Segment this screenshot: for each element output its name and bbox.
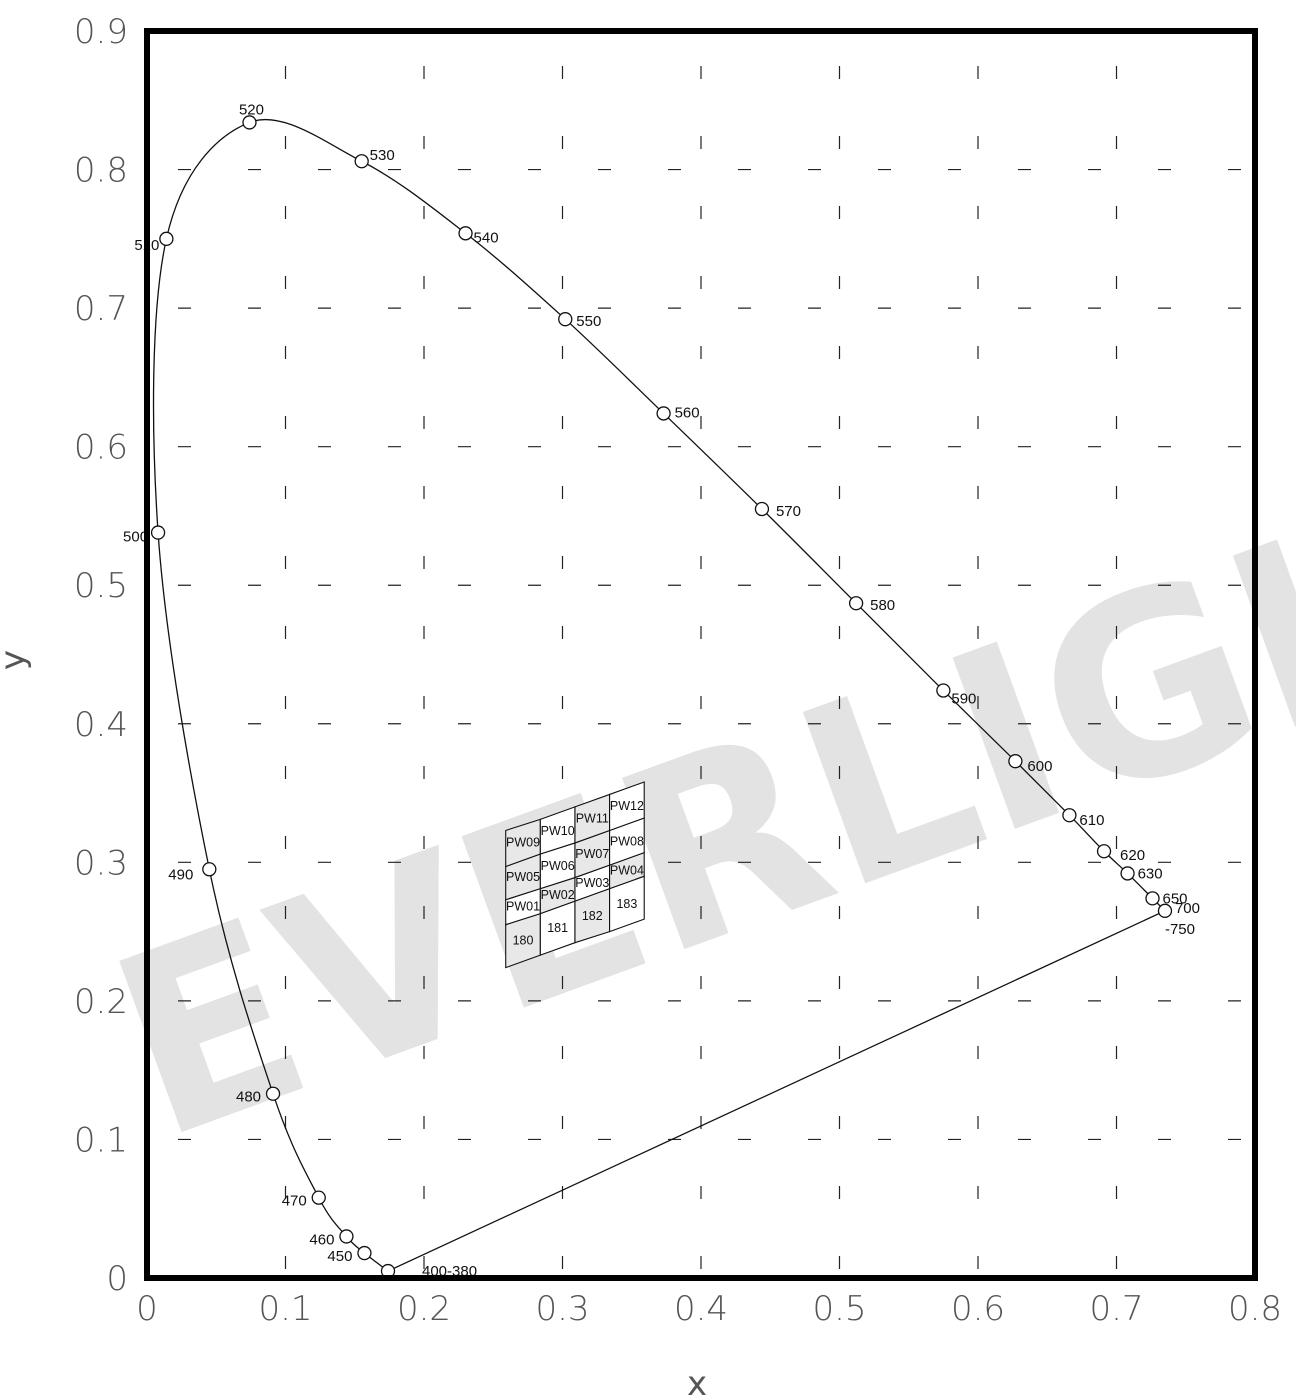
everlight-watermark: EVERLIGHT xyxy=(81,387,1296,1196)
plot-border xyxy=(144,28,1258,1281)
wavelength-marker xyxy=(311,1190,326,1205)
spectral-locus: 400-380450460470480490500510520530540550… xyxy=(123,101,1200,1280)
wavelength-label: 590 xyxy=(951,691,976,708)
y-tick-label: 0.4 xyxy=(74,705,128,745)
bin-label: PW07 xyxy=(575,847,609,861)
wavelength-label: 620 xyxy=(1120,847,1145,864)
y-tick-label: 0.1 xyxy=(74,1120,128,1160)
x-tick-label: 0.5 xyxy=(812,1289,866,1329)
wavelength-label: 570 xyxy=(776,503,801,520)
bin-label: PW01 xyxy=(506,900,540,914)
wavelength-label: 630 xyxy=(1138,865,1163,882)
wavelength-marker xyxy=(202,862,217,877)
x-tick-label: 0.3 xyxy=(535,1289,589,1329)
y-tick-label: 0.6 xyxy=(74,428,128,468)
wavelength-marker xyxy=(936,683,951,698)
bin-label: PW08 xyxy=(610,835,644,849)
wavelength-label: 540 xyxy=(474,229,499,246)
wavelength-label: 520 xyxy=(239,101,264,118)
bin-cell xyxy=(609,781,645,832)
y-tick-label: 0.3 xyxy=(74,843,128,883)
plot-frame xyxy=(144,28,1258,1281)
wavelength-marker xyxy=(357,1245,372,1261)
bin-label: PW09 xyxy=(506,836,540,850)
wavelength-label: 650 xyxy=(1163,890,1188,907)
wavelength-marker xyxy=(458,226,473,241)
y-tick-label: 0.5 xyxy=(74,566,128,606)
wavelength-marker xyxy=(159,231,174,246)
y-tick-label: 0.8 xyxy=(74,151,128,191)
y-tick-label: 0.9 xyxy=(74,12,128,52)
y-tick-label: 0 xyxy=(106,1259,128,1299)
spectral-locus-curve xyxy=(152,118,1166,1272)
bin-label: 182 xyxy=(582,909,603,923)
bin-label: 183 xyxy=(616,897,637,911)
wavelength-label: 560 xyxy=(675,404,700,421)
x-tick-label: 0.4 xyxy=(674,1289,728,1329)
wavelength-label: 490 xyxy=(168,866,193,883)
wavelength-marker xyxy=(656,406,671,421)
bin-label: PW10 xyxy=(541,824,575,838)
wavelength-marker xyxy=(1145,891,1160,906)
wavelength-marker xyxy=(339,1229,354,1244)
bin-label: PW04 xyxy=(610,864,644,878)
x-tick-label: 0 xyxy=(136,1289,158,1329)
y-axis-label: y xyxy=(0,650,33,670)
tick-labels: 0 0.1 0.2 0.3 0.4 0.5 0.6 0.7 0.8 0 0.1 0.2 0.3 0.4 0.… xyxy=(74,12,1282,1329)
bin-label: PW03 xyxy=(575,876,609,890)
bin-label: 180 xyxy=(513,933,534,947)
x-tick-label: 0.2 xyxy=(397,1289,451,1329)
watermark-layer: EVERLIGHT xyxy=(81,387,1296,1196)
wavelength-label: 530 xyxy=(370,147,395,164)
x-axis-label: x xyxy=(687,1364,707,1400)
wavelength-marker xyxy=(1008,754,1023,769)
wavelength-marker xyxy=(242,115,257,130)
wavelength-label: 450 xyxy=(327,1248,352,1265)
wavelength-marker xyxy=(1096,844,1112,859)
wavelength-marker xyxy=(754,501,770,517)
x-tick-label: 0.8 xyxy=(1228,1289,1282,1329)
bin-label: 181 xyxy=(547,921,568,935)
wavelength-marker xyxy=(1157,903,1173,918)
wavelength-label: 610 xyxy=(1079,812,1104,829)
wavelength-marker xyxy=(265,1086,281,1101)
wavelength-label: 550 xyxy=(576,313,601,330)
wavelength-marker xyxy=(1120,866,1135,881)
bin-label: PW05 xyxy=(506,870,540,884)
wavelength-marker xyxy=(1062,808,1077,823)
bin-label: PW11 xyxy=(576,812,609,826)
bin-label: PW06 xyxy=(541,859,575,873)
wavelength-label: 470 xyxy=(282,1193,307,1210)
x-tick-label: 0.7 xyxy=(1089,1289,1143,1329)
y-tick-label: 0.2 xyxy=(74,982,128,1022)
line-of-purples xyxy=(387,910,1166,1272)
wavelength-label: 580 xyxy=(870,597,895,614)
wavelength-label: -750 xyxy=(1165,921,1195,938)
wavelength-label: 600 xyxy=(1027,758,1052,775)
y-tick-label: 0.7 xyxy=(74,289,128,329)
x-tick-label: 0.6 xyxy=(951,1289,1005,1329)
wavelength-label: 500 xyxy=(123,529,148,546)
wavelength-label: 460 xyxy=(309,1231,334,1248)
wavelength-marker xyxy=(150,525,166,540)
bin-label: PW02 xyxy=(541,888,575,902)
wavelength-marker xyxy=(354,154,369,169)
wavelength-marker xyxy=(848,596,864,611)
wavelength-label: 480 xyxy=(236,1089,261,1106)
wavelength-marker xyxy=(558,312,573,327)
wavelength-label: 700 xyxy=(1175,900,1200,917)
x-tick-label: 0.1 xyxy=(258,1289,312,1329)
bin-label: PW12 xyxy=(610,799,644,813)
